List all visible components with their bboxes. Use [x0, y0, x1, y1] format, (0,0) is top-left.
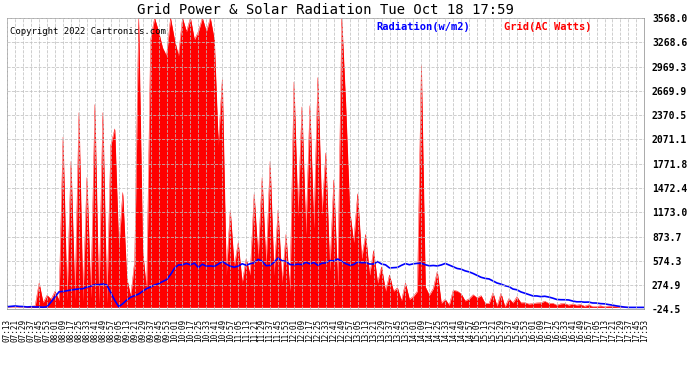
Title: Grid Power & Solar Radiation Tue Oct 18 17:59: Grid Power & Solar Radiation Tue Oct 18 …	[137, 3, 514, 17]
Text: Radiation(w/m2): Radiation(w/m2)	[377, 22, 471, 32]
Text: Grid(AC Watts): Grid(AC Watts)	[504, 22, 592, 32]
Text: Copyright 2022 Cartronics.com: Copyright 2022 Cartronics.com	[10, 27, 166, 36]
